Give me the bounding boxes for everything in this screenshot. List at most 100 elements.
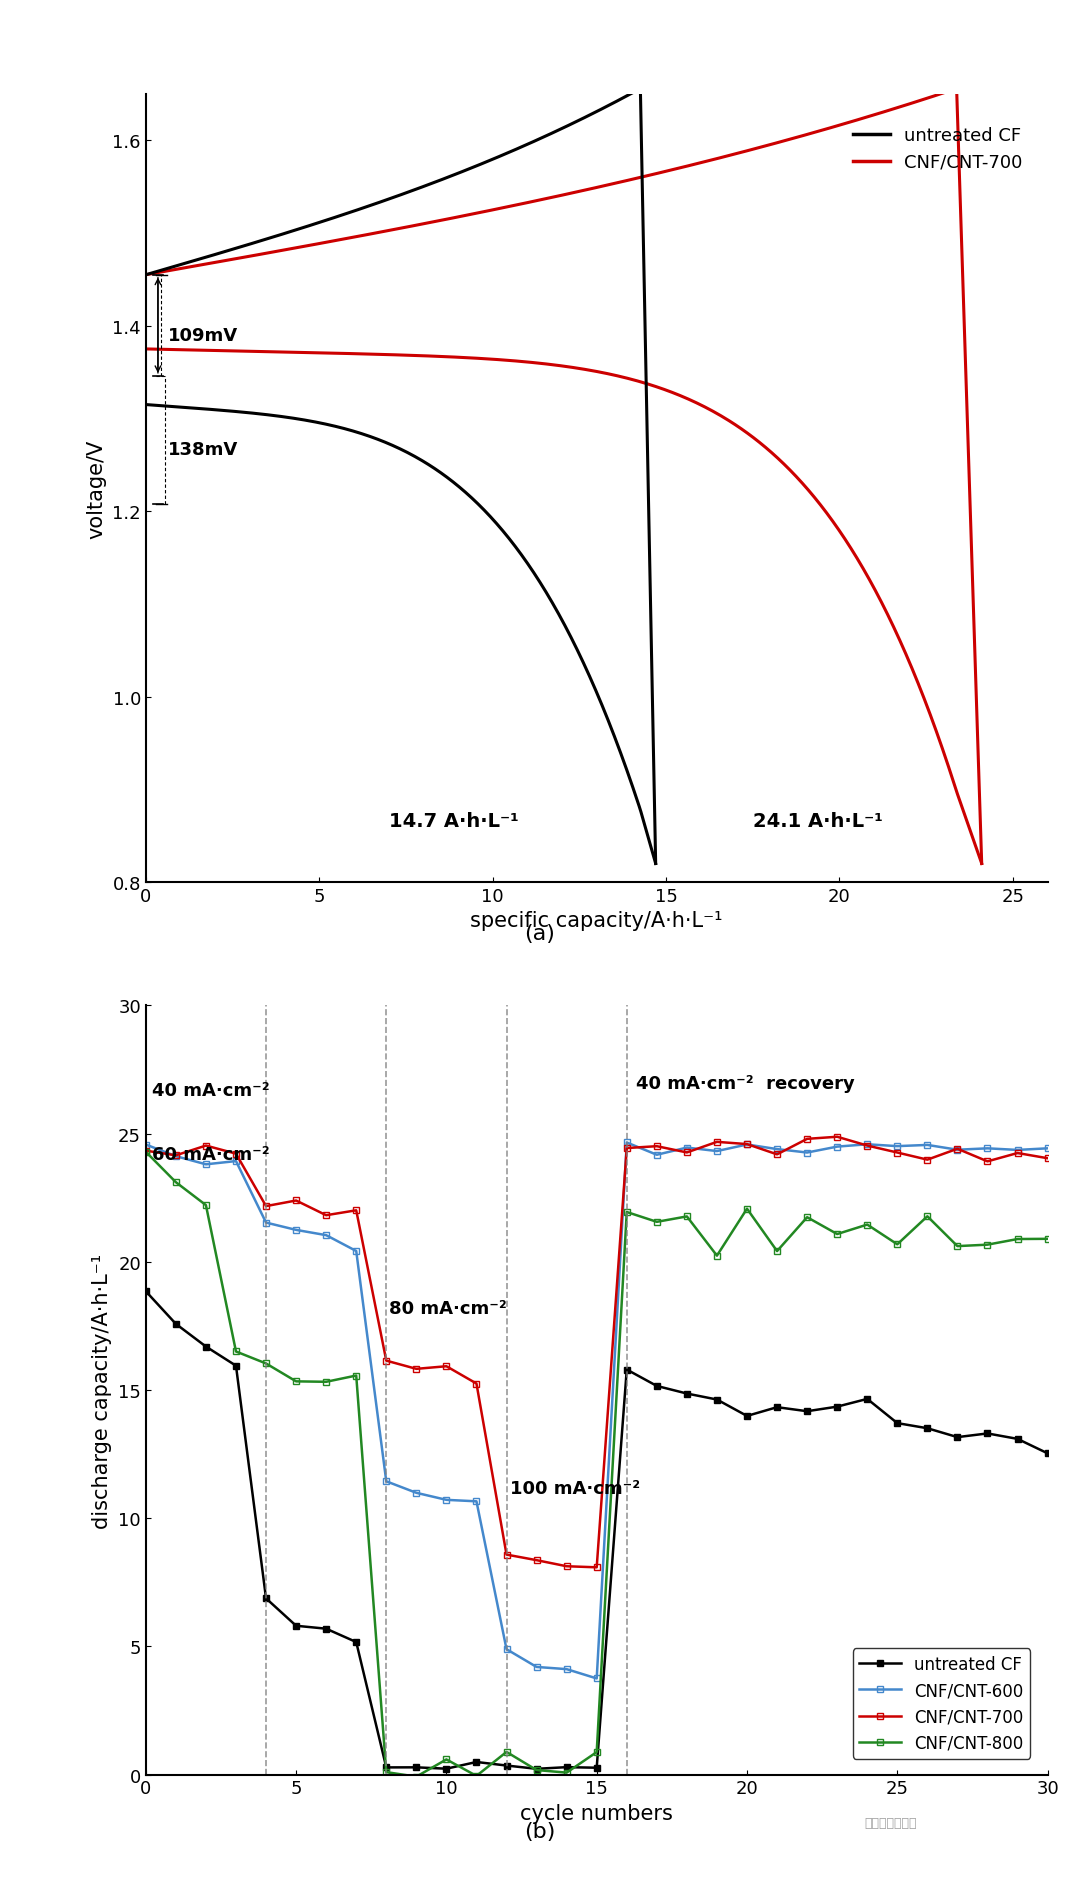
- CNF/CNT-600: [470, 1490, 483, 1513]
- CNF/CNT-700: [530, 1549, 543, 1572]
- CNF/CNT-700: [591, 1556, 604, 1579]
- CNF/CNT-600: [981, 1137, 994, 1160]
- CNF/CNT-700: [861, 1135, 874, 1158]
- CNF/CNT-600: [500, 1638, 513, 1661]
- CNF/CNT-600: [680, 1137, 693, 1160]
- CNF/CNT-600: [951, 1139, 964, 1162]
- CNF/CNT-700: [800, 1127, 813, 1150]
- CNF/CNT-700: [680, 1141, 693, 1163]
- CNF/CNT-800: [170, 1171, 183, 1194]
- untreated CF: [470, 1750, 483, 1773]
- CNF/CNT-800: [320, 1370, 333, 1393]
- untreated CF: [410, 1756, 423, 1778]
- CNF/CNT-600: [711, 1141, 724, 1163]
- CNF/CNT-700: [500, 1543, 513, 1566]
- CNF/CNT-800: [380, 1761, 393, 1784]
- Text: 24.1 A·h·L⁻¹: 24.1 A·h·L⁻¹: [753, 812, 882, 831]
- Text: (b): (b): [524, 1822, 556, 1841]
- CNF/CNT-600: [891, 1135, 904, 1158]
- untreated CF: [1041, 1442, 1054, 1465]
- Text: 14.7 A·h·L⁻¹: 14.7 A·h·L⁻¹: [389, 812, 518, 831]
- untreated CF: [981, 1422, 994, 1444]
- untreated CF: [861, 1387, 874, 1410]
- untreated CF: [800, 1401, 813, 1424]
- CNF/CNT-600: [620, 1131, 633, 1154]
- CNF/CNT-800: [741, 1198, 754, 1220]
- untreated CF: [200, 1336, 213, 1359]
- CNF/CNT-800: [891, 1234, 904, 1256]
- CNF/CNT-700: [620, 1137, 633, 1160]
- CNF/CNT-800: [620, 1201, 633, 1224]
- Legend: untreated CF, CNF/CNT-700: untreated CF, CNF/CNT-700: [846, 120, 1029, 178]
- untreated CF: [561, 1756, 573, 1778]
- untreated CF: [921, 1418, 934, 1441]
- untreated CF: [230, 1355, 243, 1378]
- CNF/CNT-800: [200, 1194, 213, 1217]
- CNF/CNT-800: [561, 1761, 573, 1784]
- untreated CF: [831, 1395, 843, 1418]
- CNF/CNT-700: [981, 1150, 994, 1173]
- Text: 138mV: 138mV: [168, 440, 239, 459]
- untreated CF: [771, 1397, 784, 1420]
- untreated CF: [530, 1758, 543, 1780]
- Text: 80 mA·cm⁻²: 80 mA·cm⁻²: [389, 1300, 507, 1317]
- CNF/CNT-800: [289, 1370, 302, 1393]
- untreated CF: [380, 1756, 393, 1778]
- CNF/CNT-800: [530, 1759, 543, 1782]
- CNF/CNT-700: [1011, 1143, 1024, 1165]
- CNF/CNT-800: [410, 1765, 423, 1788]
- CNF/CNT-600: [440, 1488, 453, 1511]
- CNF/CNT-700: [951, 1137, 964, 1160]
- Text: 40 mA·cm⁻²  recovery: 40 mA·cm⁻² recovery: [636, 1074, 854, 1091]
- untreated CF: [891, 1412, 904, 1435]
- CNF/CNT-700: [200, 1135, 213, 1158]
- CNF/CNT-800: [921, 1205, 934, 1228]
- Line: CNF/CNT-700: CNF/CNT-700: [143, 1133, 1051, 1572]
- Text: 40 mA·cm⁻²: 40 mA·cm⁻²: [152, 1082, 269, 1099]
- Legend: untreated CF, CNF/CNT-600, CNF/CNT-700, CNF/CNT-800: untreated CF, CNF/CNT-600, CNF/CNT-700, …: [853, 1647, 1030, 1759]
- CNF/CNT-800: [981, 1234, 994, 1256]
- untreated CF: [289, 1615, 302, 1638]
- Y-axis label: discharge capacity/A·h·L⁻¹: discharge capacity/A·h·L⁻¹: [93, 1253, 112, 1528]
- untreated CF: [170, 1313, 183, 1336]
- Line: CNF/CNT-600: CNF/CNT-600: [143, 1139, 1051, 1682]
- CNF/CNT-700: [410, 1357, 423, 1380]
- Text: 60 mA·cm⁻²: 60 mA·cm⁻²: [152, 1146, 269, 1163]
- CNF/CNT-600: [650, 1144, 663, 1167]
- CNF/CNT-600: [741, 1133, 754, 1156]
- CNF/CNT-800: [350, 1365, 363, 1387]
- CNF/CNT-600: [259, 1211, 272, 1234]
- CNF/CNT-700: [650, 1135, 663, 1158]
- CNF/CNT-600: [289, 1219, 302, 1241]
- CNF/CNT-700: [139, 1139, 152, 1162]
- CNF/CNT-700: [440, 1355, 453, 1378]
- CNF/CNT-600: [170, 1144, 183, 1167]
- CNF/CNT-600: [800, 1141, 813, 1163]
- CNF/CNT-800: [259, 1353, 272, 1376]
- CNF/CNT-800: [680, 1205, 693, 1228]
- CNF/CNT-700: [259, 1196, 272, 1219]
- CNF/CNT-800: [139, 1141, 152, 1163]
- Text: 109mV: 109mV: [168, 326, 239, 344]
- CNF/CNT-700: [470, 1372, 483, 1395]
- Text: (a): (a): [525, 924, 555, 943]
- CNF/CNT-700: [741, 1133, 754, 1156]
- CNF/CNT-700: [380, 1349, 393, 1372]
- CNF/CNT-600: [1011, 1139, 1024, 1162]
- CNF/CNT-700: [350, 1200, 363, 1222]
- CNF/CNT-600: [861, 1133, 874, 1156]
- untreated CF: [741, 1405, 754, 1427]
- CNF/CNT-800: [951, 1236, 964, 1258]
- CNF/CNT-800: [771, 1239, 784, 1262]
- CNF/CNT-600: [831, 1135, 843, 1158]
- CNF/CNT-800: [711, 1245, 724, 1268]
- untreated CF: [711, 1389, 724, 1412]
- untreated CF: [350, 1630, 363, 1653]
- untreated CF: [139, 1279, 152, 1302]
- untreated CF: [1011, 1427, 1024, 1450]
- CNF/CNT-700: [170, 1144, 183, 1167]
- untreated CF: [440, 1758, 453, 1780]
- untreated CF: [320, 1617, 333, 1640]
- CNF/CNT-600: [921, 1133, 934, 1156]
- Line: untreated CF: untreated CF: [143, 1289, 1051, 1773]
